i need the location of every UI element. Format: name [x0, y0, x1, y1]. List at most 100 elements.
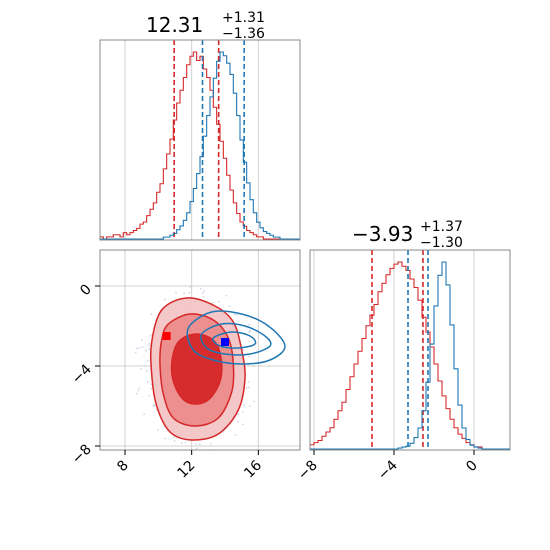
bl-scatter-dot: [147, 344, 150, 347]
bl-scatter-dot: [194, 443, 197, 445]
bl-scatter-dot: [134, 351, 137, 354]
bl-scatter-dot: [195, 447, 198, 450]
bl-scatter-dot: [252, 364, 255, 367]
bl-scatter-dot: [184, 441, 187, 444]
bl-peak-marker-1: [221, 338, 229, 346]
bl-scatter-dot: [242, 423, 245, 426]
tl-hist-line-1: [100, 51, 300, 240]
bl-scatter-dot: [248, 340, 251, 343]
bl-scatter-dot: [235, 314, 237, 316]
tl-frame: [99, 39, 301, 241]
bl-scatter-dot: [225, 294, 228, 297]
bl-scatter-dot: [201, 292, 204, 295]
title-main-top: 12.31: [146, 13, 203, 37]
bl-scatter-dot: [249, 329, 251, 332]
bl-scatter-dot: [135, 392, 138, 395]
bl-scatter-dot: [138, 387, 141, 390]
bl-scatter-dot: [141, 339, 143, 341]
bl-scatter-dot: [148, 394, 151, 397]
bl-contour-level-1-0: [186, 310, 286, 365]
bl-scatter-dot: [247, 381, 250, 384]
bl-scatter-dot: [248, 404, 251, 407]
br-xtick-label-0: −8: [295, 458, 321, 484]
bl-scatter-dot: [237, 420, 240, 423]
bl-scatter-dot: [172, 436, 175, 439]
br-series-0: [310, 261, 510, 450]
bl-scatter-dot: [217, 300, 220, 303]
bl-contour-level-0-2: [170, 333, 223, 405]
bl-scatter-dot: [148, 348, 151, 351]
bl-scatter-dot: [198, 443, 201, 446]
bl-scatter-dot: [147, 380, 149, 383]
tl-series-0: [100, 51, 300, 240]
bl-scatter-dot: [237, 413, 240, 416]
br-hist-line-0: [310, 261, 510, 450]
bl-contour-level-1-2: [212, 331, 257, 349]
bl-scatter-dot: [136, 347, 138, 350]
bl-scatter-dot: [143, 413, 146, 416]
title-sup-right: +1.37: [420, 219, 463, 235]
bl-scatter-dot: [203, 289, 205, 292]
title-sub-top: −1.36: [222, 26, 265, 42]
bl-scatter-dot: [228, 304, 231, 307]
bl-scatter-dot: [234, 434, 237, 437]
bl-scatter-dot: [163, 298, 166, 301]
bl-scatter-dot: [150, 387, 153, 390]
bl-frame: [99, 249, 301, 451]
bl-scatter-dot: [247, 386, 250, 389]
bl-scatter-dot: [202, 296, 205, 298]
bl-scatter-dot: [248, 331, 251, 333]
bl-contour-level-1-1: [200, 322, 272, 356]
bl-scatter-dot: [152, 405, 155, 407]
br-xtick-label-1: −4: [375, 457, 401, 483]
bl-scatter-dot: [253, 400, 255, 403]
br-hist-line-1: [310, 261, 510, 450]
bl-xtick-label-1: 12: [175, 458, 199, 482]
bl-scatter-dot: [180, 442, 183, 444]
bl-scatter-dot: [148, 342, 151, 345]
bottom-right-title: −3.93 +1.37 −1.30: [352, 219, 463, 251]
bl-xtick-label-0: 8: [114, 458, 132, 476]
bl-scatter-dot: [241, 410, 244, 413]
bl-scatter-dot: [233, 313, 236, 315]
bl-peak-marker-0: [162, 332, 171, 340]
bl-scatter-dot: [183, 292, 186, 295]
bl-scatter-dot: [248, 355, 251, 358]
bl-scatter-dot: [145, 349, 148, 352]
bl-scatter-dot: [248, 323, 251, 326]
bl-ytick-label-1: −4: [69, 361, 95, 387]
bl-scatter-dot: [139, 367, 142, 370]
bl-scatter-dot: [209, 442, 212, 445]
bl-scatter-dot: [146, 359, 149, 362]
bl-scatter-dot: [143, 364, 146, 367]
bl-scatter-dot: [150, 312, 153, 315]
title-sup-top: +1.31: [222, 10, 265, 26]
bl-scatter-dot: [211, 301, 214, 304]
bl-scatter-dot: [141, 345, 144, 348]
bl-scatter-dot: [200, 287, 202, 290]
bl-series-0: [149, 297, 246, 441]
histogram-panel-y: −8 −4 0: [295, 249, 511, 484]
br-xtick-label-2: 0: [463, 458, 481, 476]
bl-scatter-dot: [137, 389, 140, 392]
bl-scatter-dot: [173, 439, 176, 442]
br-series-1: [310, 261, 510, 450]
bl-scatter-dot: [175, 291, 177, 294]
bl-scatter-dot: [243, 404, 245, 407]
bl-scatter-dot: [245, 386, 248, 389]
bl-scatter-dot: [145, 370, 148, 372]
br-frame: [309, 249, 511, 451]
bl-xtick-label-2: 16: [241, 457, 265, 481]
histogram-panel-x: [99, 39, 301, 241]
bl-scatter-dot: [189, 285, 192, 288]
bl-ytick-label-0: 0: [77, 282, 95, 300]
bl-scatter-dot: [149, 334, 152, 337]
bl-scatter-dot: [157, 428, 159, 431]
tl-hist-line-0: [100, 51, 300, 240]
top-left-title: 12.31 +1.31 −1.36: [146, 10, 265, 42]
bl-scatter-dot: [188, 291, 191, 294]
title-main-right: −3.93: [352, 222, 413, 246]
bl-scatter-dot: [138, 347, 141, 349]
bl-ytick-label-2: −8: [69, 442, 95, 468]
